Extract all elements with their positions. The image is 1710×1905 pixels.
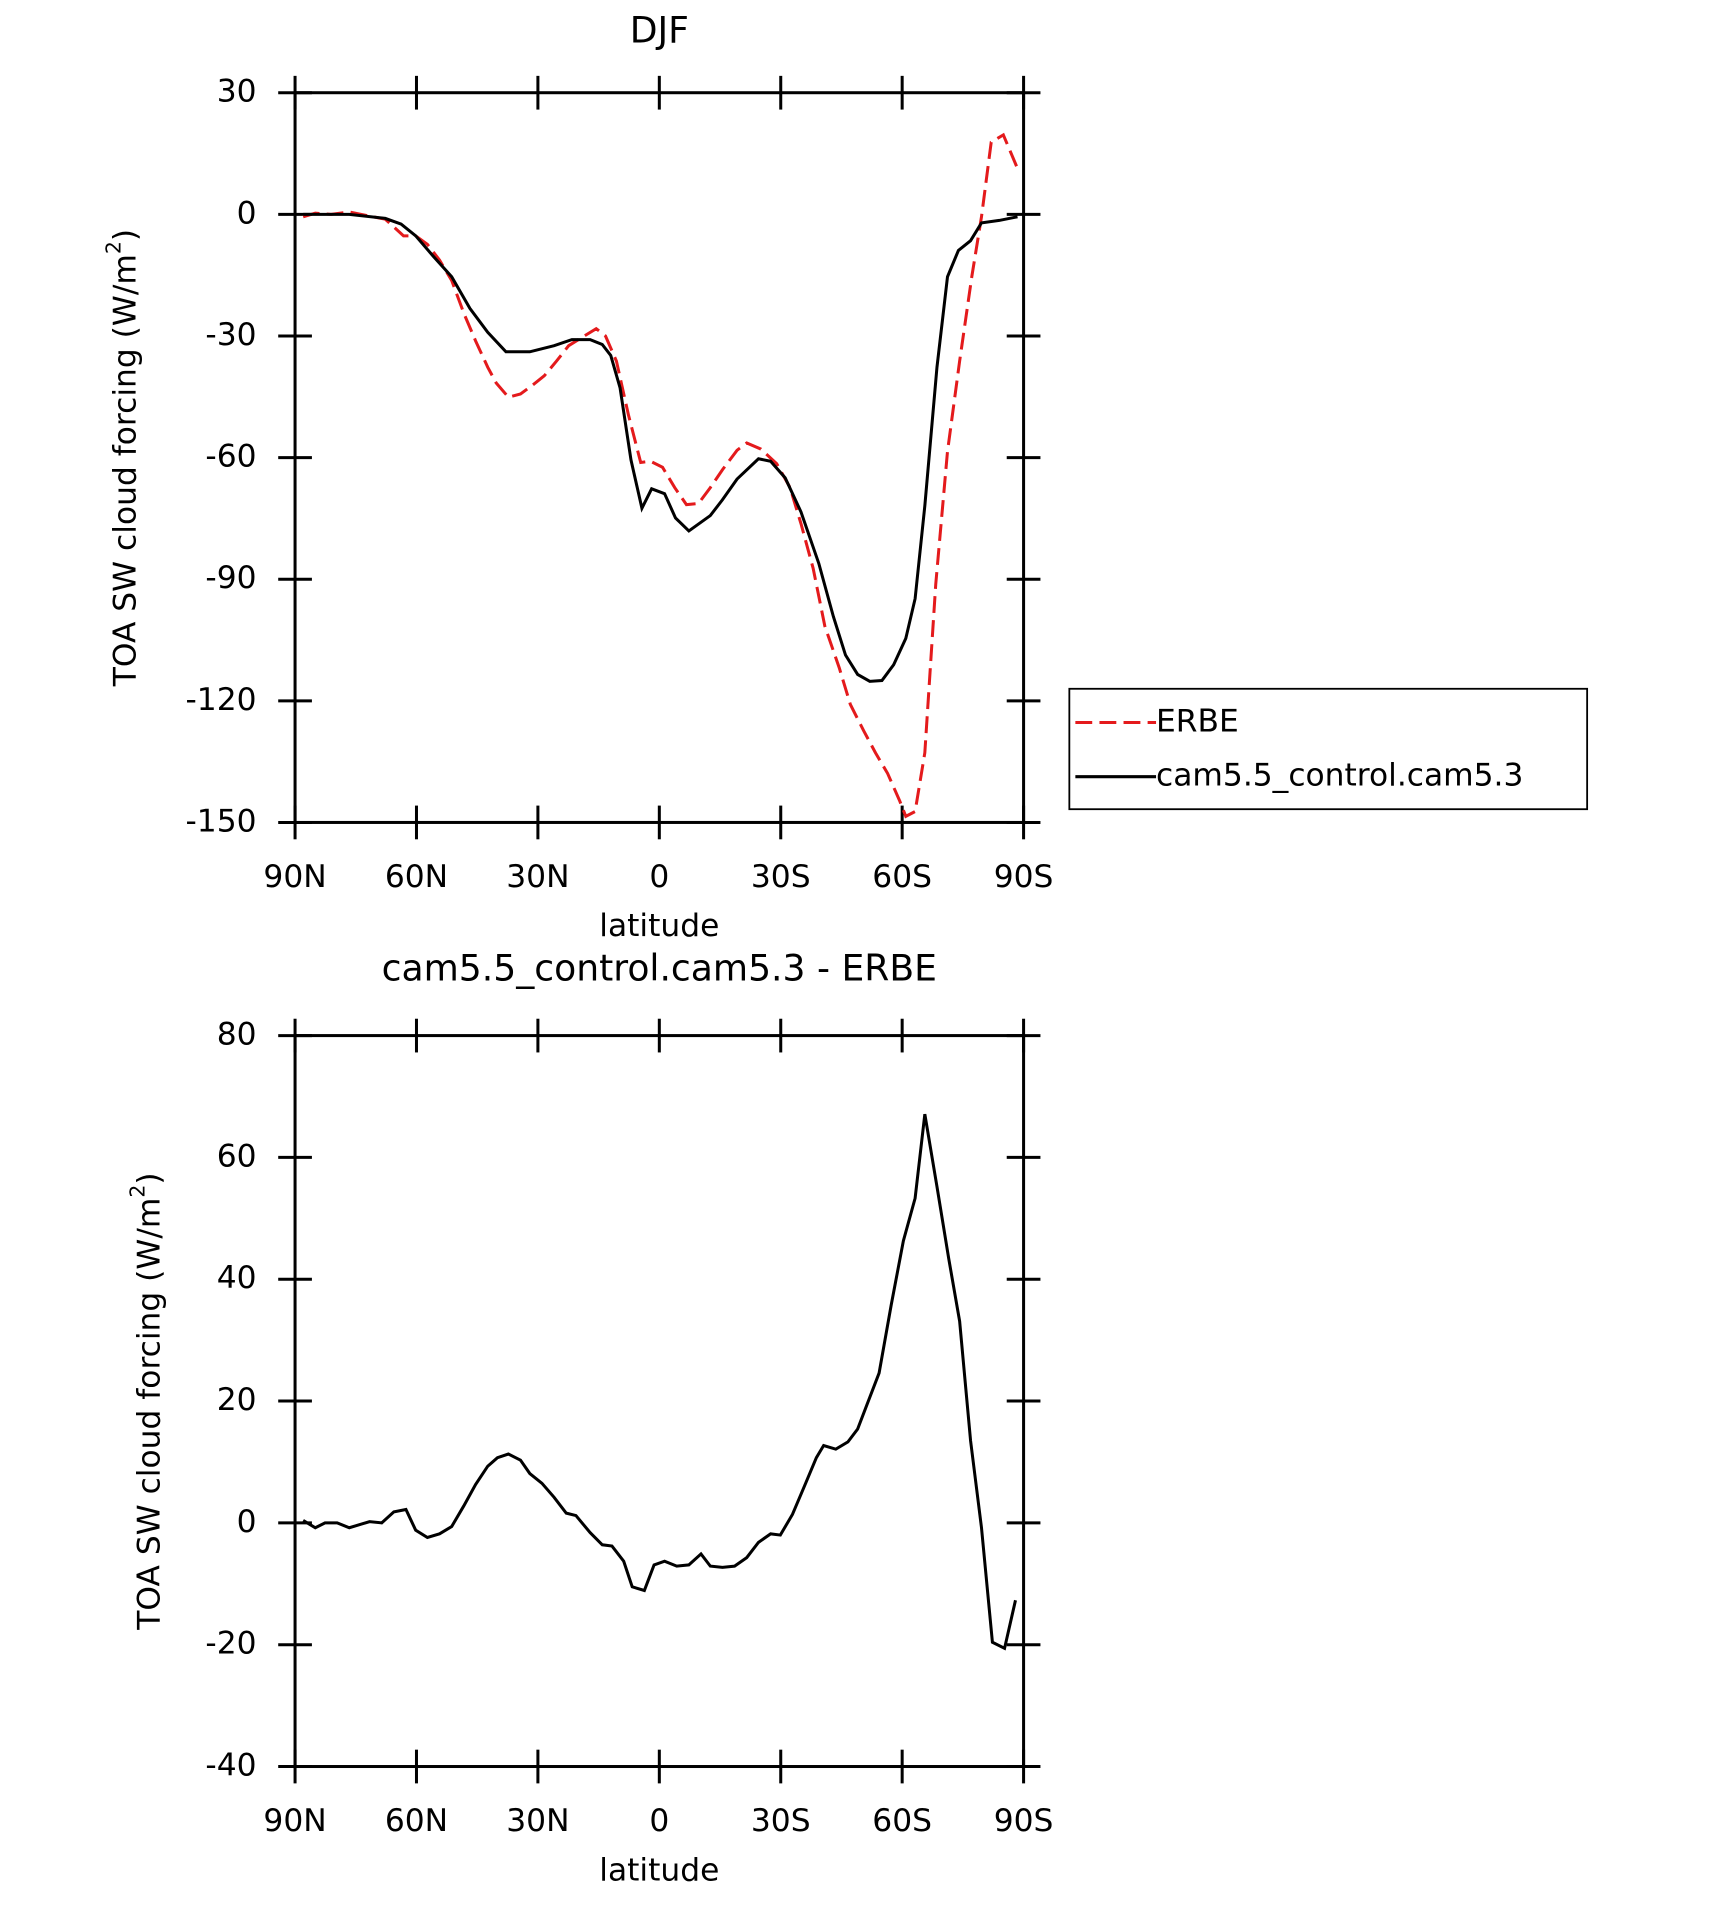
y-axis-label: TOA SW cloud forcing (W/m2): [101, 229, 143, 687]
chart-title: cam5.5_control.cam5.3 - ERBE: [382, 947, 937, 990]
y-tick-label: 80: [217, 1017, 257, 1053]
x-tick-label: 30S: [751, 1803, 811, 1839]
x-tick-label: 60S: [872, 859, 932, 895]
x-axis-label: latitude: [599, 908, 719, 944]
x-tick-label: 90S: [994, 1803, 1054, 1839]
y-axis-label-sup: 2: [101, 241, 125, 254]
y-tick-label: 60: [217, 1138, 257, 1174]
y-tick-label: 20: [217, 1382, 257, 1418]
y-tick-label: 0: [237, 1504, 257, 1540]
legend-label: cam5.5_control.cam5.3: [1156, 758, 1523, 794]
data-line: [303, 212, 1018, 683]
x-tick-label: 60N: [385, 1803, 448, 1839]
y-axis-label-end: ): [132, 1172, 168, 1184]
y-tick-label: -120: [185, 682, 256, 718]
x-tick-label: 0: [649, 1803, 669, 1839]
x-tick-label: 60S: [872, 1803, 932, 1839]
y-tick-label: 0: [237, 195, 257, 231]
y-axis-label-end: ): [107, 229, 143, 241]
plot-frame: [293, 91, 1026, 824]
y-tick-label: -60: [205, 439, 256, 475]
x-tick-label: 30N: [506, 1803, 569, 1839]
x-tick-label: 60N: [385, 859, 448, 895]
plot-frame: [293, 1034, 1026, 1769]
x-tick-label: 90N: [263, 1803, 326, 1839]
y-axis-label-sup: 2: [126, 1185, 150, 1198]
data-line: [302, 132, 1019, 819]
y-tick-label: -40: [205, 1748, 256, 1784]
x-tick-label: 30S: [751, 859, 811, 895]
y-tick-label: 40: [217, 1260, 257, 1296]
y-tick-label: -30: [205, 317, 256, 353]
y-tick-label: 30: [217, 74, 257, 110]
y-tick-label: -90: [205, 560, 256, 596]
x-tick-label: 0: [649, 859, 669, 895]
data-line: [302, 1113, 1017, 1651]
legend-label: ERBE: [1156, 704, 1239, 740]
y-tick-label: -150: [185, 803, 256, 839]
x-tick-label: 90N: [263, 859, 326, 895]
chart-title: DJF: [630, 9, 689, 52]
y-axis-label-text: TOA SW cloud forcing (W/m: [107, 254, 143, 687]
x-axis-label: latitude: [599, 1852, 719, 1888]
y-tick-label: -20: [205, 1626, 256, 1662]
legend-box: [1068, 687, 1589, 811]
x-tick-label: 30N: [506, 859, 569, 895]
y-axis-label-text: TOA SW cloud forcing (W/m: [132, 1198, 168, 1631]
x-tick-label: 90S: [994, 859, 1054, 895]
y-axis-label: TOA SW cloud forcing (W/m2): [126, 1172, 168, 1630]
